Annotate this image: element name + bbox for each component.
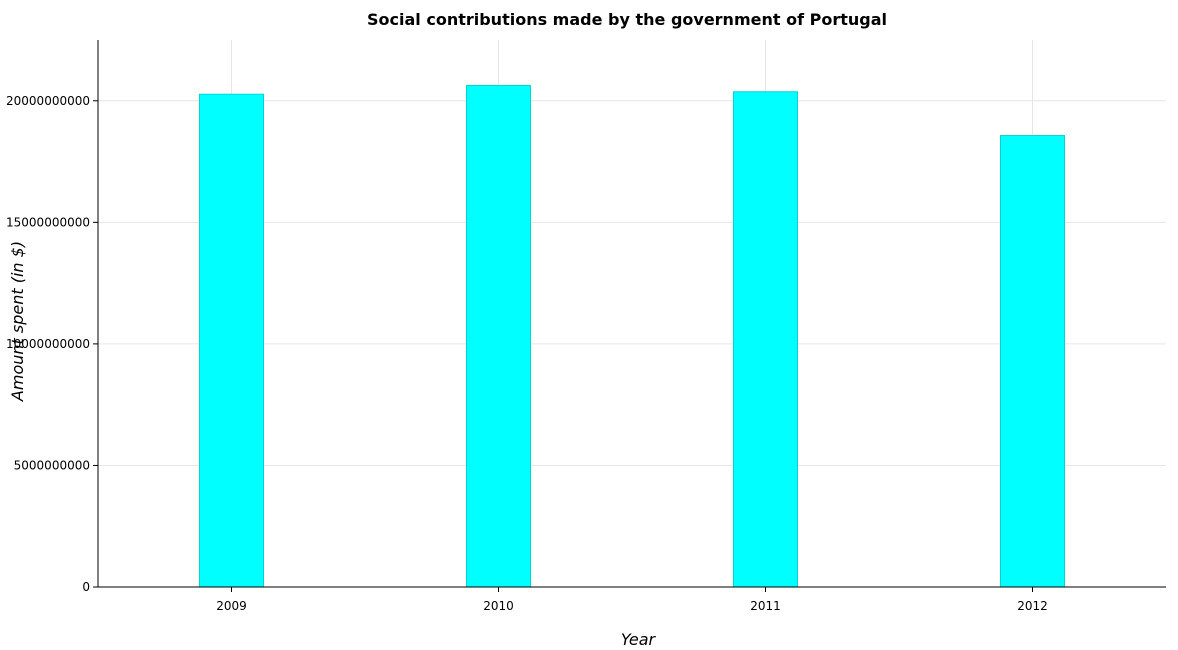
x-tick-labels: 2009 2010 2011 2012: [216, 599, 1048, 613]
y-tick-labels: 0 5000000000 10000000000 15000000000 2000000…: [6, 94, 90, 594]
y-tick-label: 10000000000: [6, 337, 90, 351]
bar-2011: [733, 91, 798, 588]
y-tick-label: 15000000000: [6, 215, 90, 229]
x-tick-label: 2011: [750, 599, 781, 613]
bar-2009: [199, 93, 264, 588]
axes: [93, 40, 1166, 592]
y-tick-label: 5000000000: [14, 458, 90, 472]
bar-2010: [466, 84, 531, 588]
bars: [199, 84, 1065, 588]
x-tick-label: 2009: [216, 599, 247, 613]
y-tick-label: 0: [82, 580, 90, 594]
x-tick-label: 2012: [1017, 599, 1048, 613]
chart-title: Social contributions made by the governm…: [367, 10, 887, 29]
y-tick-label: 20000000000: [6, 94, 90, 108]
x-tick-label: 2010: [483, 599, 514, 613]
x-axis-label: Year: [621, 630, 657, 649]
y-axis-label: Amount spent (in $): [8, 241, 27, 402]
bar-2012: [1000, 135, 1065, 588]
